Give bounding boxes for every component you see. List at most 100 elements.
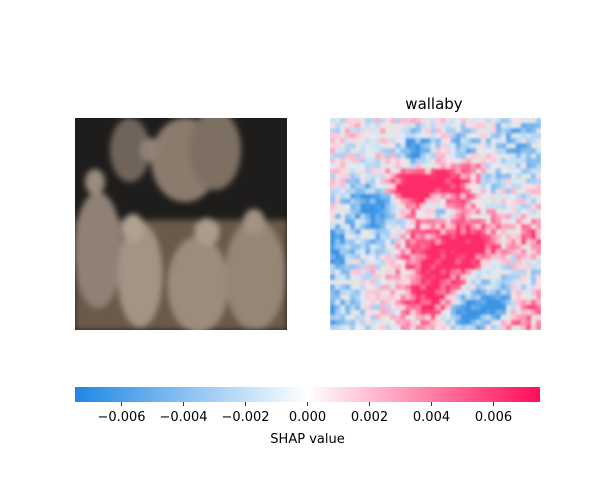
heatmap-cell (445, 163, 451, 169)
heatmap-cell (450, 279, 456, 285)
heatmap-cell (515, 274, 522, 280)
heatmap-cell (335, 259, 341, 265)
heatmap-cell (485, 163, 492, 169)
heatmap-cell (400, 183, 406, 189)
heatmap-cell (335, 148, 341, 154)
heatmap-cell (395, 254, 401, 260)
heatmap-cell (450, 163, 456, 169)
heatmap-cell (445, 279, 451, 285)
heatmap-cell (355, 299, 361, 306)
heatmap-cell (370, 193, 376, 200)
heatmap-cell (365, 224, 371, 230)
heatmap-cell (480, 178, 487, 184)
heatmap-cell (375, 188, 381, 195)
heatmap-cell (400, 138, 406, 144)
heatmap-cell (455, 198, 461, 205)
heatmap-cell (340, 178, 346, 184)
heatmap-cell (420, 294, 426, 301)
heatmap-cell (535, 148, 541, 154)
heatmap-cell (420, 264, 426, 270)
heatmap-cell (470, 264, 476, 270)
heatmap-cell (520, 309, 527, 316)
heatmap-cell (370, 269, 376, 275)
heatmap-cell (450, 148, 456, 154)
heatmap-cell (525, 213, 532, 220)
heatmap-cell (460, 304, 466, 311)
heatmap-cell (435, 304, 441, 311)
heatmap-cell (480, 284, 487, 290)
heatmap-cell (475, 289, 482, 295)
heatmap-cell (455, 133, 461, 139)
heatmap-cell (410, 269, 416, 275)
heatmap-cell (475, 264, 482, 270)
heatmap-cell (505, 163, 512, 169)
heatmap-cell (395, 229, 401, 235)
heatmap-cell (375, 168, 381, 174)
heatmap-cell (360, 289, 366, 295)
heatmap-cell (490, 284, 497, 290)
heatmap-cell (485, 229, 492, 235)
heatmap-cell (395, 294, 401, 301)
heatmap-cell (525, 153, 532, 159)
heatmap-cell (390, 198, 396, 205)
heatmap-cell (475, 239, 482, 245)
heatmap-cell (480, 234, 487, 240)
heatmap-cell (445, 193, 451, 200)
heatmap-cell (360, 148, 366, 154)
heatmap-cell (355, 183, 361, 189)
heatmap-cell (430, 279, 436, 285)
heatmap-cell (345, 244, 351, 250)
heatmap-cell (340, 309, 346, 316)
heatmap-cell (455, 188, 461, 195)
heatmap-cell (410, 133, 416, 139)
heatmap-cell (360, 193, 366, 200)
heatmap-cell (530, 173, 537, 179)
heatmap-cell (415, 203, 421, 210)
heatmap-cell (500, 314, 507, 321)
heatmap-cell (500, 324, 507, 330)
heatmap-cell (330, 249, 336, 255)
heatmap-cell (490, 304, 497, 311)
heatmap-cell (335, 168, 341, 174)
heatmap-cell (480, 133, 487, 139)
heatmap-cell (435, 203, 441, 210)
heatmap-cell (375, 148, 381, 154)
heatmap-cell (445, 229, 451, 235)
heatmap-cell (360, 128, 366, 134)
heatmap-cell (475, 138, 482, 144)
heatmap-cell (460, 259, 466, 265)
heatmap-cell (470, 143, 476, 149)
heatmap-cell (430, 128, 436, 134)
heatmap-cell (425, 213, 431, 220)
heatmap-cell (410, 153, 416, 159)
heatmap-cell (430, 183, 436, 189)
heatmap-cell (370, 208, 376, 215)
heatmap-cell (515, 193, 522, 200)
heatmap-cell (365, 319, 371, 326)
heatmap-cell (445, 264, 451, 270)
heatmap-cell (505, 193, 512, 200)
heatmap-cell (500, 279, 507, 285)
heatmap-cell (400, 148, 406, 154)
heatmap-cell (515, 148, 522, 154)
heatmap-cell (390, 294, 396, 301)
heatmap-cell (470, 314, 476, 321)
heatmap-cell (335, 249, 341, 255)
heatmap-cell (535, 259, 541, 265)
heatmap-cell (410, 279, 416, 285)
heatmap-cell (405, 188, 411, 195)
heatmap-cell (370, 279, 376, 285)
heatmap-cell (470, 178, 476, 184)
heatmap-cell (385, 118, 391, 124)
heatmap-cell (440, 229, 446, 235)
heatmap-cell (340, 324, 346, 330)
heatmap-cell (390, 188, 396, 195)
heatmap-cell (515, 259, 522, 265)
heatmap-cell (530, 138, 537, 144)
heatmap-cell (415, 123, 421, 129)
heatmap-cell (520, 193, 527, 200)
heatmap-cell (435, 178, 441, 184)
heatmap-cell (405, 309, 411, 316)
heatmap-cell (515, 218, 522, 225)
heatmap-cell (360, 133, 366, 139)
